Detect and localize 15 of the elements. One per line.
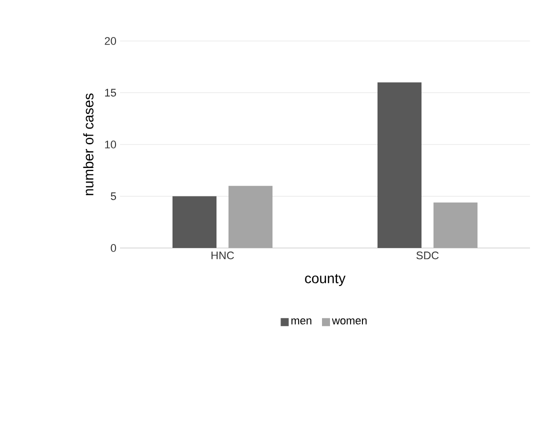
bar [434,202,478,248]
x-tick-label: SDC [416,252,439,260]
legend-label: men [291,318,312,324]
x-axis-title: county [305,274,346,286]
x-tick-label: HNC [212,252,234,260]
bar [172,196,217,248]
y-axis-title: number of cases [83,93,94,196]
bar [228,186,273,248]
bar [378,82,422,248]
y-tick-label: 5 [110,192,116,200]
y-tick-label: 0 [110,244,116,252]
y-tick-label: 20 [104,37,116,45]
y-tick-label: 15 [105,88,116,97]
legend-label: women [332,318,367,324]
y-tick-label: 10 [105,140,116,148]
